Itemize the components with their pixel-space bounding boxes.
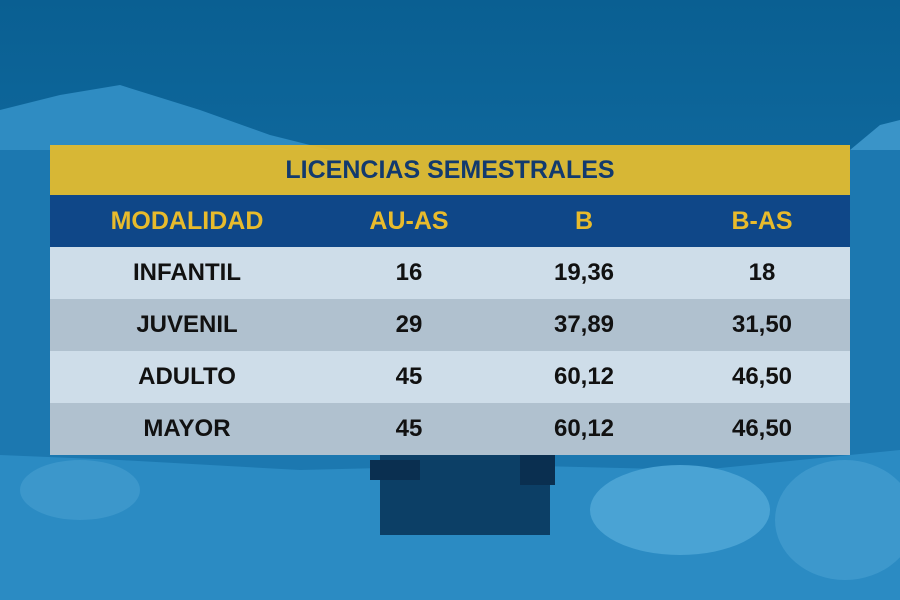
price-cell: 31,50 xyxy=(731,311,793,338)
price-cell: 19,36 xyxy=(553,259,615,286)
row-label: ADULTO xyxy=(138,363,236,390)
price-cell: 46,50 xyxy=(731,415,793,442)
price-cell: 37,89 xyxy=(553,311,615,338)
table-row: JUVENIL 29 37,89 31,50 xyxy=(50,299,850,351)
row-label: MAYOR xyxy=(143,415,231,442)
price-table: LICENCIAS SEMESTRALES MODALIDAD AU-AS B B-AS… xyxy=(50,145,850,455)
price-cell: 45 xyxy=(395,415,423,442)
price-cell: 18 xyxy=(748,259,776,286)
column-header: MODALIDAD xyxy=(110,206,264,235)
header-row: MODALIDAD AU-AS B B-AS xyxy=(50,195,850,247)
table-row: ADULTO 45 60,12 46,50 xyxy=(50,351,850,403)
row-label: JUVENIL xyxy=(136,311,238,338)
price-cell: 29 xyxy=(395,311,423,338)
table-title: LICENCIAS SEMESTRALES xyxy=(50,145,850,195)
price-cell: 60,12 xyxy=(553,415,615,442)
price-cell: 46,50 xyxy=(731,363,793,390)
price-cell: 60,12 xyxy=(553,363,615,390)
column-header: B-AS xyxy=(731,206,793,235)
price-cell: 45 xyxy=(395,363,423,390)
column-header: AU-AS xyxy=(369,206,449,235)
table-row: INFANTIL 16 19,36 18 xyxy=(50,247,850,299)
price-cell: 16 xyxy=(395,259,423,286)
row-label: INFANTIL xyxy=(133,259,241,286)
column-header: B xyxy=(574,206,594,235)
table-row: MAYOR 45 60,12 46,50 xyxy=(50,403,850,455)
